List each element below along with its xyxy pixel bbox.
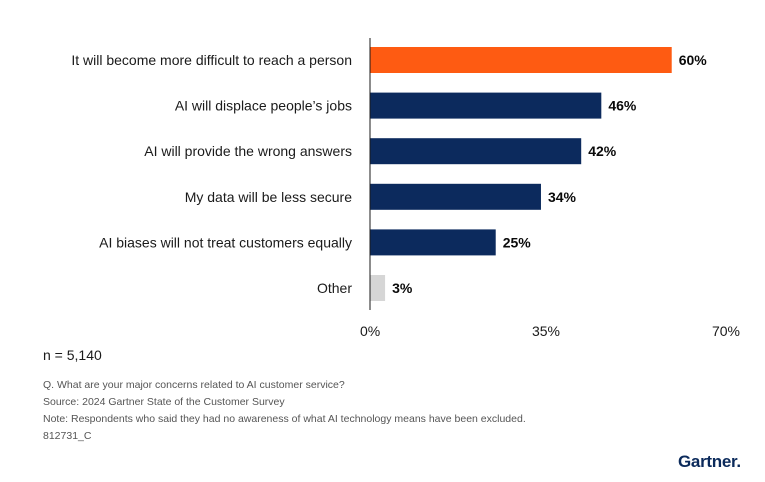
sample-size: n = 5,140 [43, 347, 102, 363]
x-tick-label-1: 35% [532, 323, 560, 339]
category-label-5: Other [317, 280, 352, 296]
bar-3 [370, 183, 541, 210]
value-label-3: 34% [548, 189, 577, 205]
x-tick-label-0: 0% [360, 323, 380, 339]
category-label-2: AI will provide the wrong answers [144, 143, 352, 159]
bar-5 [370, 275, 386, 301]
value-label-2: 42% [588, 143, 617, 159]
value-label-4: 25% [503, 234, 532, 250]
bar-2 [370, 138, 582, 165]
chart-code: 812731_C [43, 430, 92, 442]
bar-1 [370, 92, 602, 119]
category-label-4: AI biases will not treat customers equal… [99, 234, 352, 250]
value-label-1: 46% [608, 98, 637, 114]
brand-name: Gartner [678, 452, 737, 471]
chart-notes: Q. What are your major concerns related … [43, 377, 526, 445]
x-tick-label-2: 70% [712, 323, 740, 339]
value-label-5: 3% [392, 280, 413, 296]
survey-question: Q. What are your major concerns related … [43, 379, 345, 391]
gartner-logo: Gartner. [678, 452, 741, 472]
bar-0 [370, 47, 672, 73]
source-note: Source: 2024 Gartner State of the Custom… [43, 396, 285, 408]
brand-dot: . [736, 452, 741, 471]
bar-4 [370, 229, 496, 256]
category-label-0: It will become more difficult to reach a… [71, 52, 352, 68]
bar-chart: It will become more difficult to reach a… [71, 38, 740, 339]
category-label-1: AI will displace people’s jobs [175, 98, 352, 114]
exclusion-note: Note: Respondents who said they had no a… [43, 413, 526, 425]
value-label-0: 60% [679, 52, 708, 68]
category-label-3: My data will be less secure [185, 189, 353, 205]
